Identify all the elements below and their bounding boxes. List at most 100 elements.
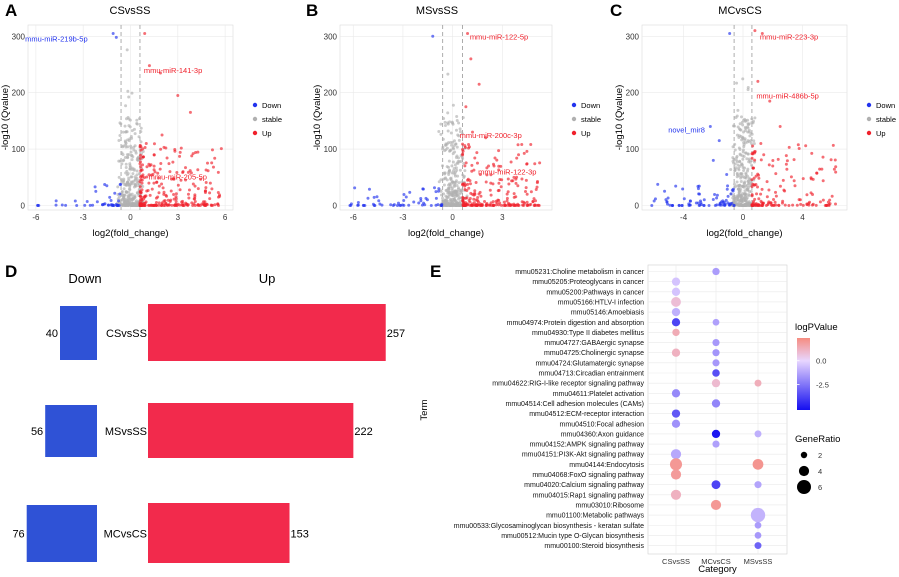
point-up: [210, 148, 214, 152]
point-stable: [448, 149, 452, 153]
point-up: [147, 173, 151, 177]
point-stable: [439, 193, 443, 197]
point-up: [489, 201, 493, 205]
point-up: [509, 160, 513, 164]
point-down: [694, 201, 698, 205]
point-stable: [454, 170, 458, 174]
point-up: [161, 186, 165, 190]
point-stable: [443, 120, 447, 124]
point-stable: [739, 179, 743, 183]
point-up: [461, 142, 465, 146]
legend-marker-stable: [866, 116, 872, 122]
point-stable: [136, 182, 140, 186]
point-up: [514, 177, 518, 181]
point-down: [718, 202, 722, 206]
point-up: [211, 165, 215, 169]
point-up: [464, 201, 468, 205]
point-up: [752, 150, 756, 154]
point-up: [753, 183, 757, 187]
point-down: [725, 187, 729, 191]
point-up: [156, 195, 160, 199]
point-down: [726, 184, 730, 188]
term-label: mmu04611:Platelet activation: [553, 391, 644, 398]
point-down: [417, 201, 421, 205]
point-up: [213, 203, 217, 207]
point-up: [516, 143, 520, 147]
point-stable: [129, 150, 133, 154]
point-stable: [737, 190, 741, 194]
point-stable: [731, 124, 735, 128]
point-down: [375, 195, 379, 199]
point-up: [791, 203, 795, 207]
point-up: [178, 188, 182, 192]
point-up: [506, 201, 510, 205]
up-header: Up: [259, 271, 276, 286]
point-down: [715, 193, 719, 197]
point-stable: [117, 175, 121, 179]
point-up: [809, 176, 813, 180]
point-up: [484, 180, 488, 184]
term-label: mmu04974:Protein digestion and absorptio…: [507, 320, 644, 327]
point-stable: [736, 163, 740, 167]
volcano-plot-msvsss: MSvsSS -6 -3 0 3 0 100 200 300 mmu-miR-122-5p mmu-…: [312, 5, 601, 239]
point-stable: [447, 173, 451, 177]
x-tick-label: 0: [128, 213, 133, 222]
point-stable: [732, 182, 736, 186]
point-stable: [740, 163, 744, 167]
term-dot: [712, 369, 720, 377]
point-stable: [451, 194, 455, 198]
point-stable: [130, 203, 134, 207]
point-stable: [446, 129, 450, 133]
point-stable: [454, 142, 458, 146]
point-stable: [741, 157, 745, 161]
point-up: [174, 202, 178, 206]
point-stable: [125, 153, 129, 157]
point-up: [525, 149, 529, 153]
point-up: [771, 159, 775, 163]
point-up: [765, 180, 769, 184]
point-down: [356, 201, 360, 205]
comparison-label: MSvsSS: [105, 426, 147, 438]
gene-label: mmu-miR-219b-5p: [25, 35, 88, 44]
term-dot: [671, 348, 681, 357]
point-stable: [455, 154, 459, 158]
point-up: [833, 158, 837, 162]
point-stable: [452, 139, 456, 143]
point-up: [524, 189, 528, 193]
point-up: [170, 203, 174, 207]
point-stable: [441, 177, 445, 181]
legend-marker-up: [866, 130, 872, 136]
term-dot: [670, 469, 682, 480]
point-down: [429, 203, 433, 207]
point-up: [181, 199, 185, 203]
point-up: [801, 203, 805, 207]
y-tick-label: 100: [626, 145, 640, 154]
category-tick-label: CSvsSS: [662, 557, 690, 566]
term-dot: [712, 349, 720, 357]
point-stable: [445, 189, 449, 193]
point-up: [461, 202, 465, 206]
point-down: [95, 200, 99, 204]
point-up: [158, 167, 162, 171]
point-stable: [746, 122, 750, 126]
point-up: [537, 203, 541, 207]
point-up: [184, 178, 188, 182]
point-up: [158, 71, 162, 75]
point-down: [91, 203, 95, 207]
point-up: [139, 178, 143, 182]
point-up: [474, 180, 478, 184]
point-stable: [134, 202, 138, 206]
point-down: [419, 197, 423, 201]
point-up: [512, 192, 516, 196]
point-stable: [441, 137, 445, 141]
point-up: [143, 194, 147, 198]
point-up: [469, 57, 473, 61]
point-stable: [122, 158, 126, 162]
point-up: [758, 203, 762, 207]
point-up: [480, 202, 484, 206]
point-down: [650, 203, 654, 207]
point-up: [483, 199, 487, 203]
x-tick-label: -6: [350, 213, 358, 222]
point-up: [517, 153, 521, 157]
point-up: [524, 186, 528, 190]
